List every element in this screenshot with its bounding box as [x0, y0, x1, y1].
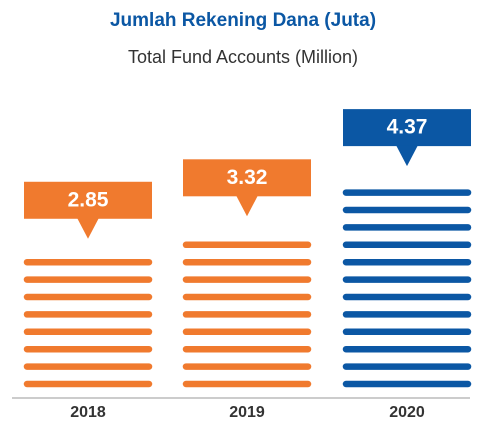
value-label: 4.37: [387, 116, 428, 139]
callout-tail: [236, 195, 258, 217]
bar: [23, 258, 153, 388]
callout-tail: [77, 217, 99, 239]
x-tick-label: 2018: [70, 404, 106, 421]
callout-box: [343, 109, 471, 147]
callout-box: [24, 181, 152, 219]
callout-tail: [396, 145, 418, 167]
bar: [182, 241, 312, 388]
x-tick-label: 2019: [229, 404, 265, 421]
value-label: 2.85: [68, 188, 109, 211]
x-tick-label: 2020: [389, 404, 425, 421]
bar: [342, 189, 472, 388]
callout-box: [183, 159, 311, 197]
chart-subtitle: Total Fund Accounts (Million): [128, 47, 358, 67]
value-label: 3.32: [227, 166, 268, 189]
chart-title: Jumlah Rekening Dana (Juta): [110, 10, 376, 31]
